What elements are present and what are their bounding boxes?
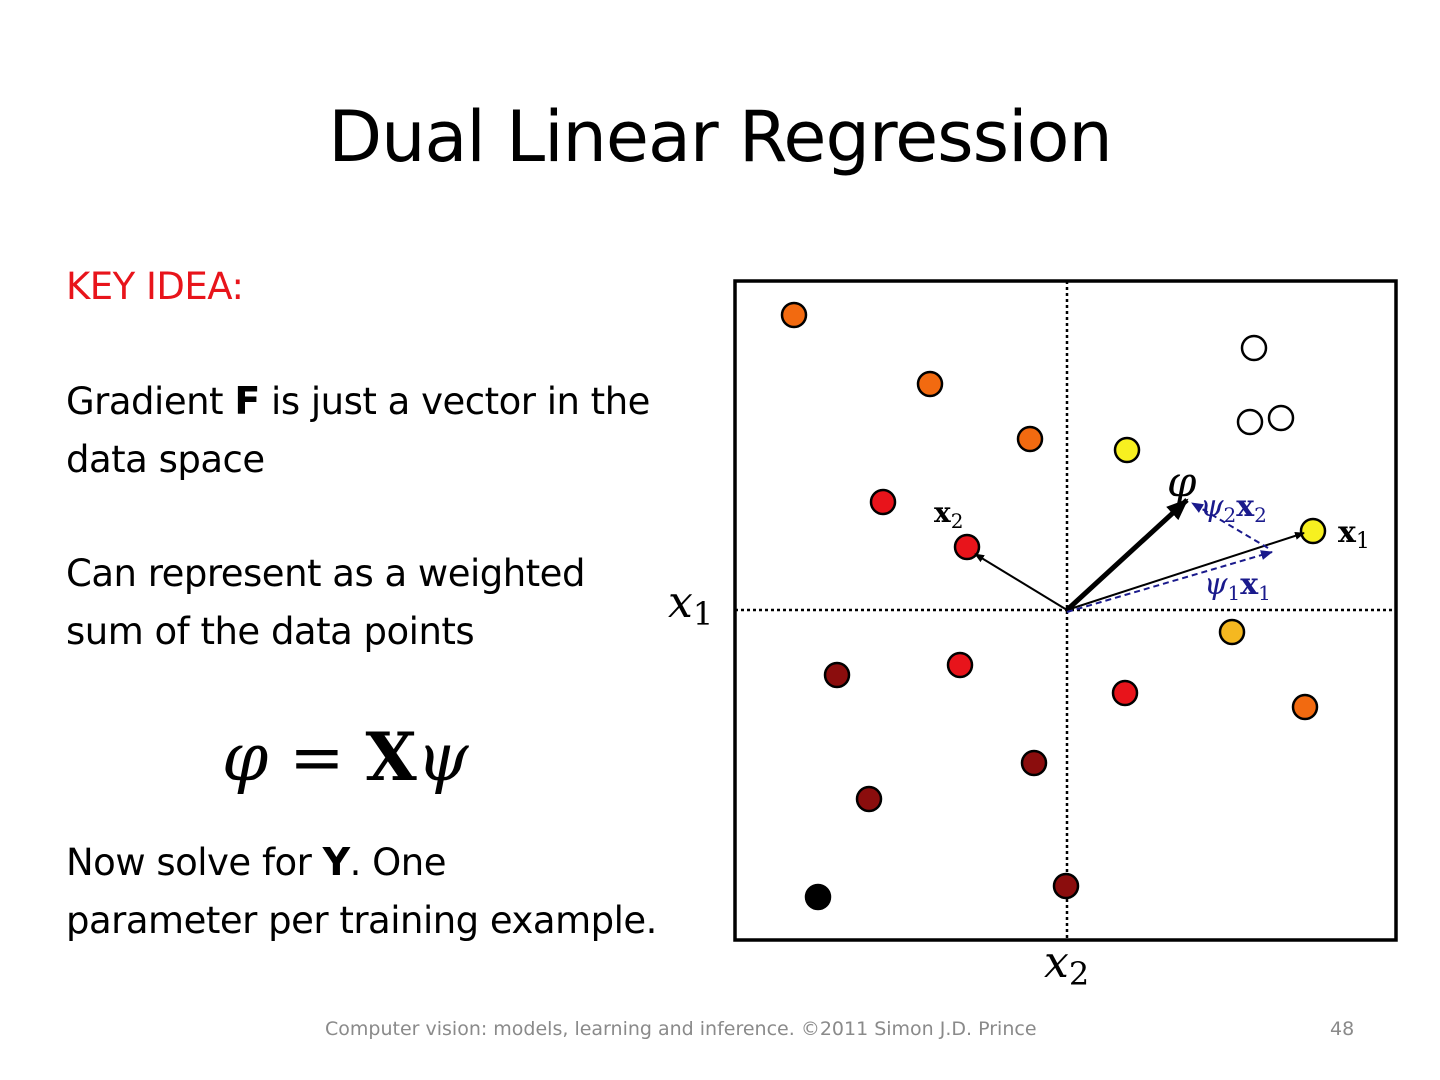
eq-psi: ψ (416, 719, 469, 796)
data-point (1240, 334, 1268, 362)
data-points (780, 301, 1327, 911)
para1-line2: data space (66, 438, 265, 481)
vector-psi2-x2 (1191, 502, 1269, 549)
gradient-symbol: F (234, 379, 260, 423)
vector-psi1-x1 (1066, 550, 1273, 613)
eq-phi: φ (222, 719, 269, 796)
eq-X: X (365, 718, 417, 796)
data-point-x1 (1299, 517, 1327, 545)
data-point (780, 301, 808, 329)
psi2-letter: ψ (1200, 489, 1224, 524)
data-point (1113, 436, 1141, 464)
axis-x1-sub: 1 (693, 595, 713, 633)
axis-x2-letter: x (1044, 937, 1069, 988)
data-point (1291, 693, 1319, 721)
axis-x1-letter: x (668, 577, 693, 628)
vector-phi (1065, 498, 1189, 612)
data-point (1020, 749, 1048, 777)
psi1-xsub: 1 (1258, 581, 1271, 605)
para3-prefix: Now solve for (66, 841, 323, 884)
para1-prefix: Gradient (66, 380, 235, 423)
para2-line2: sum of the data points (66, 610, 475, 653)
paragraph-solve: Now solve for Y. One parameter per train… (66, 833, 657, 950)
footer-citation: Computer vision: models, learning and in… (325, 1018, 1037, 1040)
paragraph-represent: Can represent as a weighted sum of the d… (66, 545, 585, 661)
para1-suffix: is just a vector in the (259, 380, 650, 423)
equation-phi-x-psi: φ = Xψ (222, 718, 468, 796)
label-psi1-x1: ψ1x1 (1204, 567, 1271, 605)
label-x1-vector: x1 (1338, 515, 1370, 554)
label-phi: φ (1167, 457, 1197, 506)
psi1-letter: ψ (1204, 567, 1228, 602)
axis-label-x1: x1 (668, 577, 713, 633)
eq-equals: = (268, 719, 366, 796)
psi1-sub: 1 (1228, 581, 1241, 605)
data-point (916, 370, 944, 398)
page-number: 48 (1330, 1018, 1355, 1040)
label-x2-letter: x (934, 496, 951, 529)
label-x1-sub: 1 (1356, 529, 1370, 554)
para3-suffix: . One (349, 841, 447, 884)
paragraph-gradient: Gradient F is just a vector in the data … (66, 372, 650, 489)
data-point (1111, 679, 1139, 707)
data-point (1218, 618, 1246, 646)
axis-x2-sub: 2 (1069, 955, 1089, 993)
data-point (855, 785, 883, 813)
para3-line2: parameter per training example. (66, 899, 657, 942)
label-x1-letter: x (1338, 515, 1357, 550)
data-point (1052, 872, 1080, 900)
para2-line1: Can represent as a weighted (66, 552, 585, 595)
data-point-x2 (953, 533, 981, 561)
axis-label-x2: x2 (1044, 937, 1089, 993)
psi2-sub: 2 (1224, 503, 1237, 527)
psi1-x: x (1240, 567, 1259, 602)
psi2-xsub: 2 (1254, 503, 1267, 527)
data-point (1267, 404, 1295, 432)
data-point (946, 651, 974, 679)
psi2-x: x (1236, 489, 1255, 524)
data-point (1236, 408, 1264, 436)
data-point (823, 661, 851, 689)
label-x2-vector: x2 (934, 496, 963, 533)
data-point (869, 488, 897, 516)
key-idea-label: KEY IDEA: (66, 265, 244, 308)
vector-x2 (974, 553, 1068, 611)
label-x2-sub: 2 (951, 509, 964, 533)
data-point (1016, 425, 1044, 453)
slide-title: Dual Linear Regression (328, 96, 1113, 178)
data-point (804, 883, 832, 911)
label-psi2-x2: ψ2x2 (1200, 489, 1267, 527)
psi-symbol: Y (322, 840, 351, 884)
